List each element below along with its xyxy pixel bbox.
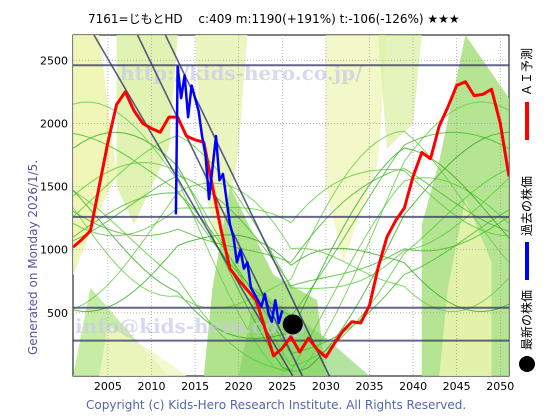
bg-band [99,325,187,376]
legend-past-label: 過去の株価 [519,176,534,236]
trend-line [136,35,304,376]
x-tick-label: 2040 [399,380,427,393]
forecast-band-line [73,175,509,287]
x-tick-label: 2035 [355,380,383,393]
y-tick-label: 2500 [40,54,68,67]
bg-band [116,35,178,225]
forecast-band-line [73,135,509,289]
plot-area: http://kids-hero.co.jp/info@kids-hero.co… [40,34,514,393]
bg-band [195,35,248,263]
forecast-band-line [73,168,509,237]
current-price-marker [282,314,303,335]
past-price-line [174,65,284,325]
forecast-band-line [73,162,509,367]
generated-label: Generated on Monday 2026/1/5. [26,160,40,355]
plot-content: http://kids-hero.co.jp/info@kids-hero.co… [73,35,509,376]
bg-band [325,35,387,263]
bg-band [378,35,422,149]
x-tick-label: 2010 [137,380,165,393]
forecast-band-line [73,234,509,313]
chart-title: 7161=じもとHD c:409 m:1190(+191%) t:-106(-1… [88,12,460,26]
forecast-band-line [73,177,509,372]
forecast-band-line [73,168,509,264]
y-tick-label: 2000 [40,117,68,130]
trend-line [93,35,294,376]
x-tick-label: 2030 [312,380,340,393]
x-tick-label: 2045 [443,380,471,393]
ai-forecast-line [73,80,509,359]
y-tick-label: 500 [47,307,68,320]
legend-latest-swatch [519,356,535,372]
bg-band [439,199,492,376]
y-tick-label: 1500 [40,181,68,194]
forecast-band-line [73,130,509,309]
bg-band [73,35,117,275]
x-tick-label: 2050 [486,380,514,393]
x-tick-label: 2015 [181,380,209,393]
x-tick-label: 2025 [268,380,296,393]
x-tick-label: 2005 [94,380,122,393]
legend-latest-label: 最新の株価 [519,290,534,350]
x-tick-label: 2020 [225,380,253,393]
legend-ai-label: ＡＩ予測 [520,48,534,96]
y-tick-label: 1000 [40,244,68,257]
copyright-text: Copyright (c) Kids-Hero Research Institu… [86,398,466,412]
bg-band [238,287,370,376]
